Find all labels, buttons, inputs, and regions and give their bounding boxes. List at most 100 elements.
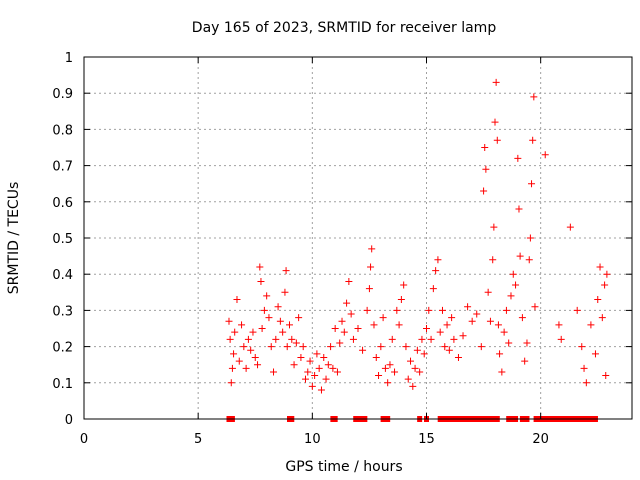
- data-point: [327, 343, 335, 351]
- data-point: [441, 343, 449, 351]
- data-point: [436, 328, 444, 336]
- data-point: [486, 317, 494, 325]
- y-axis-label: SRMTID / TECUs: [6, 182, 22, 295]
- data-point: [308, 382, 316, 390]
- data-point: [228, 364, 236, 372]
- data-point: [411, 364, 419, 372]
- data-point: [448, 314, 456, 322]
- data-point: [494, 321, 502, 329]
- data-point: [473, 310, 481, 318]
- data-point: [238, 321, 246, 329]
- data-point: [490, 223, 498, 231]
- data-point: [505, 339, 513, 347]
- data-point: [317, 386, 325, 394]
- data-point: [274, 303, 282, 311]
- data-point: [502, 306, 510, 314]
- data-point: [423, 325, 430, 332]
- data-point: [367, 263, 375, 271]
- data-point: [338, 317, 346, 325]
- data-point: [386, 361, 394, 369]
- data-point: [249, 328, 257, 336]
- data-point: [297, 353, 305, 361]
- data-point: [381, 364, 389, 372]
- data-point: [397, 296, 405, 304]
- data-point: [477, 343, 485, 351]
- data-point: [260, 306, 268, 314]
- data-point: [484, 288, 492, 296]
- data-point: [324, 361, 332, 369]
- data-point: [602, 372, 610, 380]
- data-point: [286, 321, 293, 329]
- data-point: [580, 364, 588, 372]
- data-point: [299, 343, 307, 351]
- data-point: [359, 346, 367, 354]
- data-point: [509, 270, 517, 278]
- data-point: [226, 335, 234, 343]
- data-point: [256, 263, 264, 271]
- y-tick-label: 0.9: [52, 87, 73, 102]
- data-point: [438, 306, 446, 314]
- y-tick-label: 0.6: [52, 196, 73, 211]
- data-point: [347, 310, 355, 318]
- data-point: [482, 165, 490, 173]
- data-point: [402, 343, 410, 351]
- data-point: [244, 335, 252, 343]
- y-tick-label: 1: [65, 51, 73, 66]
- data-point: [377, 343, 385, 351]
- data-point: [375, 372, 383, 380]
- data-point: [313, 350, 321, 358]
- data-points: [225, 78, 611, 394]
- data-point: [336, 339, 344, 347]
- data-point: [591, 350, 599, 358]
- data-point: [518, 314, 526, 322]
- data-point: [329, 364, 337, 372]
- data-point: [515, 205, 523, 213]
- data-point: [489, 256, 497, 264]
- data-point: [283, 343, 291, 351]
- grid-lines: [84, 57, 632, 419]
- data-point: [368, 245, 376, 253]
- y-tick-label: 0.1: [52, 377, 73, 392]
- data-point: [281, 288, 289, 296]
- data-point: [480, 187, 488, 195]
- data-point: [301, 375, 309, 383]
- data-point: [333, 368, 341, 376]
- data-point: [443, 321, 451, 329]
- data-point: [265, 314, 273, 322]
- data-point: [404, 375, 412, 383]
- data-point: [365, 285, 373, 293]
- data-point: [526, 234, 534, 242]
- data-point: [413, 346, 421, 354]
- data-point: [409, 382, 417, 390]
- y-tick-label: 0: [65, 413, 73, 428]
- data-point: [290, 361, 298, 369]
- data-point: [459, 332, 467, 340]
- data-point: [481, 144, 489, 151]
- data-point: [400, 281, 408, 289]
- y-tick-label: 0.8: [52, 123, 73, 138]
- chart-title: Day 165 of 2023, SRMTID for receiver lam…: [192, 20, 497, 36]
- data-point: [454, 353, 462, 361]
- data-point: [242, 364, 250, 372]
- y-tick-label: 0.3: [52, 304, 73, 319]
- data-point: [498, 368, 506, 376]
- y-tick-label: 0.5: [52, 232, 73, 247]
- data-point: [555, 321, 563, 329]
- data-point: [247, 346, 255, 354]
- data-point: [594, 296, 602, 304]
- data-point: [282, 267, 290, 275]
- x-tick-label: 5: [194, 432, 202, 447]
- data-point: [363, 306, 371, 314]
- data-point: [254, 361, 262, 369]
- data-point: [578, 343, 586, 351]
- data-point: [432, 267, 440, 275]
- x-tick-label: 10: [304, 432, 321, 447]
- data-point: [407, 357, 415, 365]
- data-point: [288, 335, 296, 343]
- x-tick-label: 20: [532, 432, 549, 447]
- data-point: [492, 78, 500, 86]
- data-point: [343, 299, 351, 307]
- data-point: [514, 154, 522, 162]
- data-point: [464, 303, 472, 311]
- x-tick-label: 0: [80, 432, 88, 447]
